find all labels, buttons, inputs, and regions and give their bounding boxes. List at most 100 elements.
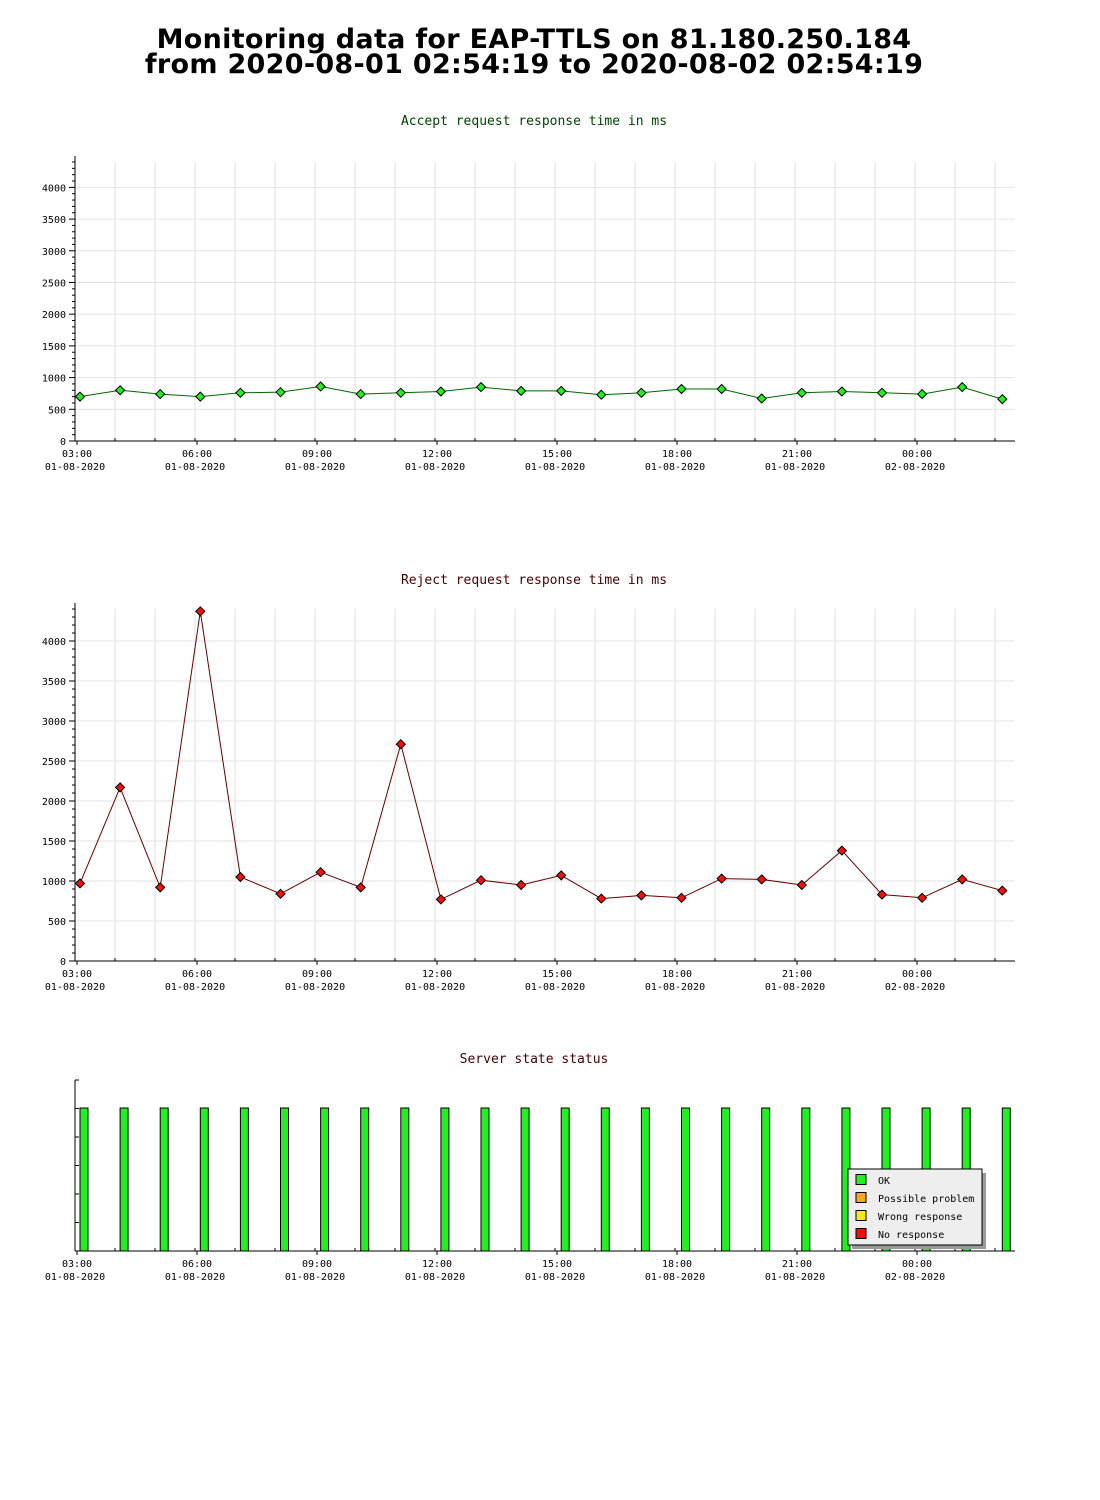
status-x-tick-time: 00:00 bbox=[902, 1259, 932, 1270]
reject-x-tick-time: 00:00 bbox=[902, 969, 932, 980]
accept-grid bbox=[74, 162, 1015, 441]
accept-x-tick-time: 21:00 bbox=[782, 449, 812, 460]
reject-data-point bbox=[355, 882, 366, 893]
status-bar bbox=[119, 1107, 129, 1252]
status-bar bbox=[320, 1107, 330, 1252]
accept-y-tick-label: 1000 bbox=[42, 374, 66, 385]
reject-data-point bbox=[756, 874, 767, 885]
reject-x-tick-date: 01-08-2020 bbox=[645, 982, 705, 993]
reject-series-line bbox=[79, 611, 1003, 901]
status-chart-title: Server state status bbox=[460, 1052, 609, 1067]
accept-data-point bbox=[195, 391, 206, 402]
accept-data-point bbox=[956, 381, 968, 393]
accept-y-tick-label: 4000 bbox=[42, 183, 66, 194]
status-x-tick-time: 18:00 bbox=[662, 1259, 692, 1270]
accept-data-point bbox=[636, 387, 647, 399]
reject-data-point bbox=[114, 782, 126, 793]
accept-y-tick-label: 0 bbox=[60, 437, 66, 448]
reject-data-point bbox=[876, 889, 888, 900]
status-x-tick-date: 01-08-2020 bbox=[765, 1272, 825, 1283]
accept-data-point bbox=[154, 388, 166, 400]
reject-data-point bbox=[956, 874, 968, 885]
reject-data-point bbox=[195, 606, 206, 617]
accept-y-tick-label: 3500 bbox=[42, 215, 66, 226]
legend-swatch bbox=[855, 1210, 867, 1221]
reject-x-tick-time: 09:00 bbox=[302, 969, 332, 980]
status-bar bbox=[239, 1107, 249, 1252]
reject-grid bbox=[74, 609, 1015, 961]
reject-y-tick-label: 500 bbox=[48, 917, 66, 928]
accept-y-tick-label: 3000 bbox=[42, 247, 66, 258]
reject-data-point bbox=[555, 870, 567, 881]
reject-data-point bbox=[74, 878, 86, 889]
accept-x-tick-time: 12:00 bbox=[422, 449, 452, 460]
status-x-tick-date: 01-08-2020 bbox=[645, 1272, 705, 1283]
reject-y-tick-label: 0 bbox=[60, 957, 66, 968]
status-bar bbox=[600, 1107, 610, 1252]
reject-x-tick-date: 01-08-2020 bbox=[45, 982, 105, 993]
reject-data-point bbox=[596, 893, 607, 904]
accept-data-point bbox=[676, 383, 687, 395]
reject-data-point bbox=[235, 871, 246, 883]
reject-x-tick-date: 01-08-2020 bbox=[285, 982, 345, 993]
accept-y-tick-label: 2500 bbox=[42, 278, 66, 289]
accept-x-tick-time: 09:00 bbox=[302, 449, 332, 460]
reject-y-tick-label: 3500 bbox=[42, 677, 66, 688]
accept-data-point bbox=[876, 387, 888, 399]
server-state-status-chart: Server state status 03:00 01-08-2020 06:00 0… bbox=[45, 1052, 1015, 1283]
status-legend: OK Possible problem Wrong response No respo… bbox=[847, 1168, 986, 1249]
accept-x-tick-date: 01-08-2020 bbox=[45, 462, 105, 473]
status-bar bbox=[400, 1107, 410, 1252]
accept-x-tick-time: 00:00 bbox=[902, 449, 932, 460]
accept-x-tick-date: 02-08-2020 bbox=[885, 462, 945, 473]
accept-data-point bbox=[235, 387, 246, 399]
accept-data-point bbox=[275, 386, 286, 398]
accept-x-tick-time: 06:00 bbox=[182, 449, 212, 460]
reject-x-tick-date: 01-08-2020 bbox=[525, 982, 585, 993]
accept-data-point bbox=[997, 393, 1008, 405]
legend-label: Wrong response bbox=[878, 1212, 962, 1223]
legend-swatch bbox=[855, 1192, 867, 1203]
legend-label: No response bbox=[878, 1230, 944, 1241]
reject-data-point bbox=[435, 894, 447, 905]
status-bar bbox=[801, 1107, 811, 1252]
status-bar bbox=[520, 1107, 530, 1252]
reject-data-point bbox=[676, 892, 687, 904]
reject-x-tick-time: 18:00 bbox=[662, 969, 692, 980]
status-x-tick-time: 21:00 bbox=[782, 1259, 812, 1270]
accept-x-tick-date: 01-08-2020 bbox=[285, 462, 345, 473]
status-bar bbox=[280, 1107, 289, 1252]
reject-data-point bbox=[154, 882, 166, 893]
accept-data-point bbox=[515, 385, 527, 397]
reject-y-tick-label: 4000 bbox=[42, 637, 66, 648]
accept-x-tick-time: 15:00 bbox=[542, 449, 572, 460]
status-bar bbox=[159, 1107, 169, 1252]
legend-box bbox=[847, 1168, 983, 1246]
accept-data-point bbox=[555, 385, 567, 397]
reject-data-point bbox=[716, 873, 727, 884]
status-bar bbox=[440, 1107, 450, 1252]
status-bar bbox=[360, 1107, 370, 1252]
reject-y-tick-label: 1500 bbox=[42, 837, 66, 848]
accept-data-point bbox=[435, 386, 447, 397]
reject-data-point bbox=[475, 874, 487, 886]
accept-series-line bbox=[79, 385, 1003, 400]
accept-data-point bbox=[716, 383, 727, 395]
reject-data-point bbox=[275, 888, 286, 900]
reject-response-time-chart: Reject request response time in ms 0 500 10… bbox=[42, 573, 1015, 993]
status-x-tick-date: 01-08-2020 bbox=[45, 1272, 105, 1283]
status-bar bbox=[640, 1107, 650, 1252]
accept-x-tick-date: 01-08-2020 bbox=[645, 462, 705, 473]
report-period: from 2020-08-01 02:54:19 to 2020-08-02 0… bbox=[144, 49, 924, 80]
accept-chart-title: Accept request response time in ms bbox=[401, 114, 667, 129]
reject-data-point bbox=[515, 879, 527, 891]
reject-x-tick-time: 12:00 bbox=[422, 969, 452, 980]
status-bar bbox=[199, 1107, 209, 1252]
accept-data-point bbox=[114, 385, 126, 396]
status-x-tick-date: 01-08-2020 bbox=[405, 1272, 465, 1283]
reject-x-tick-date: 01-08-2020 bbox=[165, 982, 225, 993]
accept-data-point bbox=[74, 391, 86, 402]
legend-label: OK bbox=[878, 1176, 890, 1187]
reject-y-tick-label: 2500 bbox=[42, 757, 66, 768]
reject-y-tick-label: 1000 bbox=[42, 877, 66, 888]
